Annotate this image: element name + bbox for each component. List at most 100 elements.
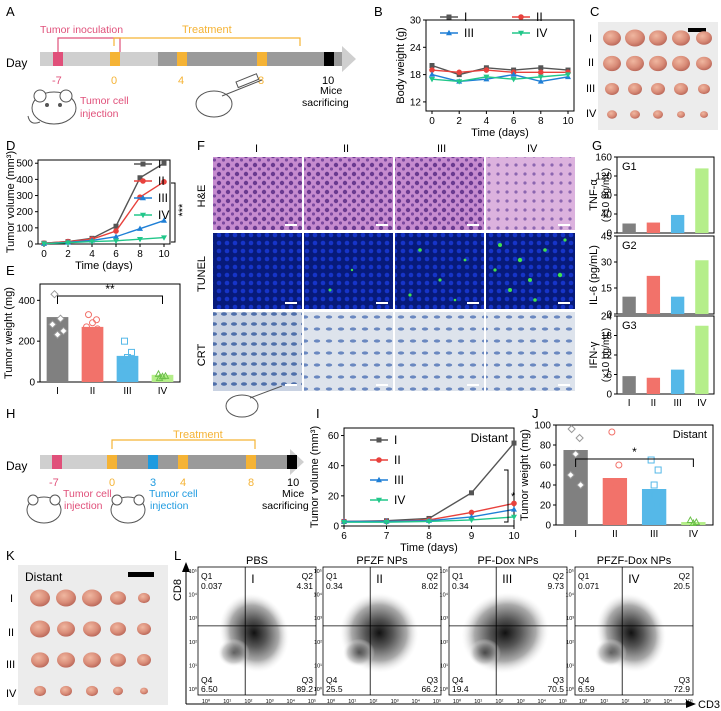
timeline-a-day-0: -7: [52, 75, 62, 87]
B-xtick-label: 8: [538, 116, 544, 127]
D-legend-label: II: [158, 174, 165, 188]
B-legend-label: IV: [536, 26, 547, 40]
B-point-III: [537, 78, 544, 84]
D-legend-marker: [140, 178, 146, 184]
I-point-II: [468, 509, 475, 516]
photo-K-tumor: [57, 621, 75, 637]
I-legend-marker: [376, 497, 382, 504]
B-point-IV: [483, 74, 490, 81]
flow-xlabel: CD3: [698, 699, 720, 711]
flow-density-low: [217, 638, 250, 667]
B-point-IV: [510, 76, 517, 83]
flow-ylabel: CD8: [172, 579, 184, 601]
D-ytick-label: 400: [16, 175, 33, 186]
E-dot: [89, 319, 96, 327]
flow-xtick-label: 10³: [391, 699, 399, 705]
he-image-3: [395, 157, 484, 230]
J-dot: [689, 518, 698, 526]
G1-title: G1: [622, 161, 637, 173]
G2-bar-I: [622, 296, 636, 314]
D-point-IV: [137, 236, 143, 243]
timeline-h-treatment: Treatment: [173, 429, 223, 441]
I-point-IV: [383, 520, 390, 526]
B-xlabel: Time (days): [471, 127, 529, 139]
flow-q4-value: 19.4: [452, 684, 469, 694]
E-axes: [39, 283, 181, 383]
photo-C-tumor: [674, 83, 688, 95]
I-point-IV: [341, 520, 347, 526]
flow-q1-label: Q1: [326, 571, 338, 581]
G1-ylabel2: (×10 pg/mL): [601, 168, 612, 222]
timeline-a-marker-day10: [324, 52, 334, 66]
G2-bar-II: [646, 275, 661, 314]
G3-bar-II: [646, 377, 661, 394]
photo-K-tumor: [110, 591, 126, 605]
J-sig-bracket: [575, 458, 694, 467]
timeline-h-injection-1: Tumor cell: [63, 488, 112, 500]
E-dot: [59, 326, 68, 336]
timeline-h-marker-day3: [148, 455, 158, 469]
flow-ytick-label: 10³: [566, 616, 574, 622]
flow-ytick-label: 10⁰: [566, 686, 575, 693]
B-legend-marker: [518, 14, 524, 20]
G3-ytick-label: 18: [601, 331, 613, 342]
photo-C-tumor: [625, 29, 645, 47]
distant-row-label-4: IV: [6, 688, 17, 700]
E-ylabel: Tumor weight (mg): [3, 287, 15, 379]
timeline-h-day-5: 10: [287, 477, 299, 489]
timeline-a-sacrifice-1: Mice: [320, 85, 342, 97]
flow-xtick-label: 10⁴: [287, 698, 296, 705]
D-ytick-label: 500: [16, 159, 33, 170]
flow-q2-value: 8.02: [421, 581, 438, 591]
histology-row-3: CRT: [196, 344, 208, 367]
photo-K-tumor: [110, 653, 126, 667]
flow-xtick-label: 10³: [643, 699, 651, 705]
D-point-I: [161, 160, 167, 166]
E-dot: [56, 314, 65, 323]
B-xtick-label: 10: [562, 116, 574, 127]
panel-label-i: I: [316, 406, 320, 421]
I-legend-label: I: [394, 433, 397, 447]
syringe-icon-h: [225, 385, 283, 418]
E-sig-bracket: [57, 295, 163, 304]
G3-ytick-label: 0: [606, 390, 612, 401]
photo-C-tumor: [605, 83, 619, 95]
distant-row-label-1: I: [10, 593, 13, 605]
E-dot: [158, 372, 167, 380]
chart-tnf: 0 40 80 120 160 TNF-α (×10 pg/mL) G1: [588, 153, 715, 240]
flow-q1-value: 0.037: [201, 581, 223, 591]
flow-q4-label: Q4: [452, 675, 464, 685]
flow-ytick-label: 10⁴: [440, 592, 449, 599]
distant-photo-label: Distant: [25, 570, 63, 584]
photo-C-tumor: [677, 111, 685, 118]
panel-k: K Distant I II III IV: [6, 548, 168, 705]
flow-ytick-label: 10⁴: [189, 592, 198, 599]
E-ytick-label: 200: [18, 337, 35, 348]
he-image-1: [213, 157, 302, 230]
G3-cat-label: I: [628, 398, 631, 409]
flow-ytick-label: 10²: [189, 640, 197, 646]
B-axes: [425, 19, 575, 112]
G1-bar-IV: [695, 168, 709, 233]
panel-c: C I II III IV: [586, 4, 718, 130]
flow-q1-label: Q1: [452, 571, 464, 581]
panel-f: F I II III IV H&E TUNEL CRT: [196, 138, 575, 391]
E-dot: [48, 320, 57, 329]
flow-group: IV: [628, 572, 639, 586]
panel-l: L CD8 CD3 PBSIQ10.037Q24.31Q389.2Q46.501…: [172, 548, 720, 711]
photo-C-tumor: [649, 30, 667, 46]
E-dot: [129, 360, 136, 368]
flow-q4-value: 6.50: [201, 684, 218, 694]
flow-q4-label: Q4: [326, 675, 338, 685]
J-dot: [567, 424, 576, 434]
photo-C-tumor: [672, 30, 690, 46]
G3-bar-I: [622, 376, 636, 394]
flow-xtick-label: 10²: [621, 699, 629, 705]
flow-xtick-label: 10³: [517, 699, 525, 705]
scale-bar: [688, 28, 706, 32]
flow-xtick-label: 10⁵: [308, 698, 316, 705]
distant-scale-bar: [128, 572, 154, 577]
flow-xtick-label: 10²: [495, 699, 503, 705]
I-ytick-label: 40: [328, 461, 340, 472]
